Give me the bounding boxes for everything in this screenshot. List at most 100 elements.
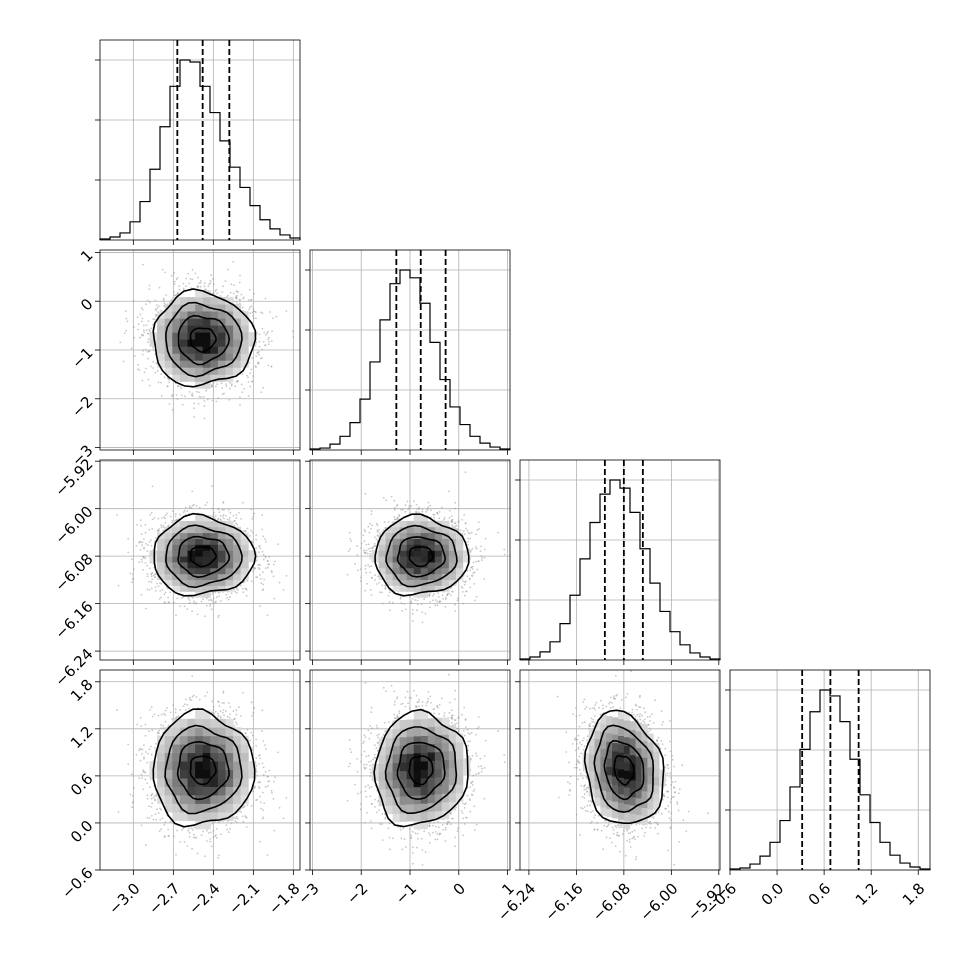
- density-cell: [164, 526, 173, 534]
- density-cell: [233, 761, 242, 770]
- sample-point: [183, 703, 186, 706]
- sample-point: [244, 732, 247, 735]
- sample-point: [141, 753, 143, 755]
- density-cell: [225, 544, 234, 551]
- density-cell: [210, 318, 219, 326]
- sample-point: [475, 823, 478, 826]
- density-cell: [233, 735, 242, 745]
- sample-point: [182, 511, 185, 513]
- sample-point: [230, 283, 233, 286]
- sample-point: [370, 565, 373, 567]
- sample-point: [175, 853, 177, 856]
- sample-point: [250, 508, 253, 511]
- sample-point: [127, 537, 130, 540]
- histogram-frame-3: [729, 669, 931, 871]
- sample-point: [235, 380, 238, 383]
- sample-point: [401, 848, 404, 851]
- sample-point: [147, 320, 150, 323]
- density-cell: [225, 795, 234, 804]
- sample-point: [411, 852, 414, 854]
- sample-point: [262, 535, 264, 538]
- sample-point: [182, 827, 185, 830]
- sample-point: [173, 294, 176, 297]
- sample-point: [155, 818, 157, 821]
- density-cell: [172, 367, 181, 375]
- density-cell: [195, 778, 204, 787]
- density-cell: [157, 744, 166, 754]
- sample-point: [193, 416, 196, 418]
- sample-point: [350, 540, 353, 542]
- sample-point: [183, 605, 186, 608]
- sample-point: [356, 758, 358, 760]
- sample-point: [347, 765, 350, 768]
- sample-point: [240, 293, 243, 296]
- sample-point: [445, 596, 447, 599]
- sample-point: [273, 597, 276, 600]
- sample-point: [376, 529, 379, 532]
- sample-point: [180, 394, 183, 397]
- sample-point: [246, 804, 249, 807]
- sample-point: [155, 309, 158, 312]
- sample-point: [164, 720, 167, 723]
- sample-point: [252, 375, 255, 377]
- sample-point: [204, 615, 206, 618]
- sample-point: [454, 501, 457, 504]
- sample-point: [450, 524, 453, 526]
- sample-point: [261, 514, 264, 516]
- sample-point: [148, 817, 151, 819]
- sample-point: [211, 700, 214, 703]
- sample-point: [215, 827, 218, 830]
- density-cell: [434, 579, 443, 586]
- sample-point: [176, 518, 178, 521]
- sample-point: [465, 590, 468, 593]
- density-cell: [392, 520, 400, 528]
- sample-point: [216, 292, 219, 295]
- sample-point: [227, 598, 230, 601]
- sample-point: [140, 593, 143, 596]
- sample-point: [141, 541, 144, 544]
- density-cell: [210, 727, 219, 737]
- sample-point: [168, 381, 171, 384]
- sample-point: [126, 320, 129, 323]
- sample-point: [185, 698, 187, 701]
- sample-point: [246, 374, 248, 377]
- sample-point: [190, 287, 192, 289]
- sample-point: [475, 560, 477, 563]
- sample-point: [184, 709, 187, 711]
- sample-point: [140, 773, 143, 776]
- sample-point: [263, 331, 265, 334]
- density-cell: [217, 786, 226, 796]
- density-cell: [240, 332, 249, 340]
- pair-frame-3-0: [99, 669, 301, 871]
- density-cell: [172, 374, 181, 382]
- density-cell: [202, 579, 211, 586]
- sample-point: [145, 329, 148, 332]
- sample-point: [411, 862, 414, 865]
- sample-point: [183, 509, 186, 512]
- histogram-panel-0: [95, 40, 301, 240]
- sample-point: [264, 297, 267, 300]
- sample-point: [365, 795, 368, 798]
- sample-point: [400, 508, 402, 511]
- density-cell: [210, 744, 219, 754]
- sample-point: [248, 361, 251, 364]
- sample-point: [226, 597, 229, 599]
- density-cell: [195, 353, 204, 361]
- sample-point: [144, 562, 147, 564]
- sample-point: [158, 528, 161, 530]
- contour-line: [176, 740, 231, 801]
- sample-point: [285, 797, 288, 799]
- sample-point: [198, 395, 201, 398]
- sample-point: [146, 299, 149, 302]
- density-cell: [210, 795, 219, 804]
- sample-point: [191, 392, 194, 395]
- sample-point: [179, 513, 182, 516]
- density-cell: [448, 562, 457, 569]
- sample-point: [438, 517, 440, 520]
- sample-point: [148, 567, 151, 570]
- sample-point: [174, 513, 177, 516]
- sample-point: [210, 845, 213, 848]
- sample-point: [178, 288, 181, 291]
- density-cell: [179, 718, 188, 728]
- density-cell: [378, 550, 386, 557]
